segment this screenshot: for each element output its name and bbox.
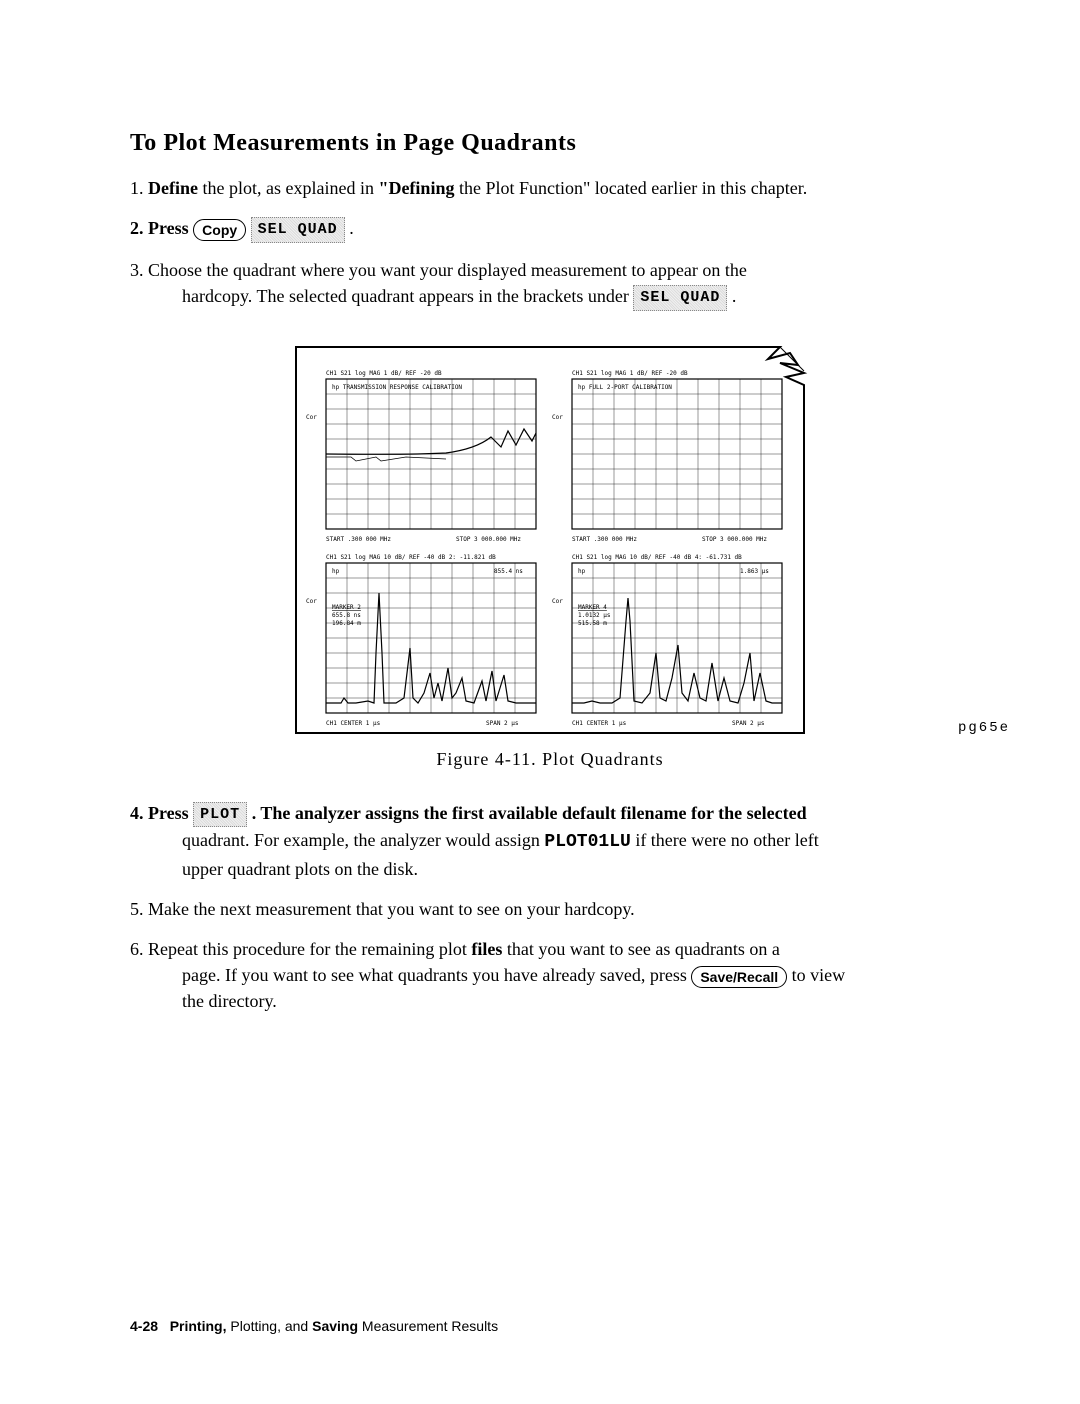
step-1: 1. Define the plot, as explained in "Def… (130, 175, 970, 201)
svg-text:STOP 3 000.000 MHz: STOP 3 000.000 MHz (456, 536, 521, 543)
step-text: the directory. (156, 988, 970, 1014)
step-num: 5. (130, 899, 148, 919)
svg-text:Cor: Cor (306, 598, 317, 605)
footer-text: Plotting, and (226, 1318, 312, 1334)
step-4: 4. Press PLOT . The analyzer assigns the… (130, 800, 970, 882)
svg-text:MARKER 2: MARKER 2 (332, 604, 361, 611)
figure-caption: Figure 4-11. Plot Quadrants (130, 749, 970, 770)
svg-text:855.4 ns: 855.4 ns (494, 568, 523, 575)
procedure-list-cont: 4. Press PLOT . The analyzer assigns the… (130, 800, 970, 1014)
step-text: quadrant. For example, the analyzer woul… (182, 830, 544, 850)
svg-text:CH1 CENTER 1 μs: CH1 CENTER 1 μs (326, 720, 381, 727)
step-text: hardcopy. The selected quadrant appears … (182, 286, 633, 306)
footer-text: Printing, (170, 1318, 227, 1334)
step-num: 6. (130, 939, 148, 959)
page-heading: To Plot Measurements in Page Quadrants (130, 130, 970, 157)
step-text: . (727, 286, 736, 306)
svg-text:MARKER 4: MARKER 4 (578, 604, 607, 611)
step-text: to view (787, 965, 845, 985)
footer-text: Saving (312, 1318, 358, 1334)
step-text: if there were no other left (631, 830, 819, 850)
svg-text:Cor: Cor (552, 598, 563, 605)
svg-text:1.0132 μs: 1.0132 μs (578, 612, 611, 619)
sel-quad-softkey: SEL QUAD (251, 217, 345, 243)
step-text: . The analyzer assigns the first availab… (247, 803, 806, 823)
svg-text:655.8 ns: 655.8 ns (332, 612, 361, 619)
step-text: the Plot Function" located earlier in th… (454, 178, 807, 198)
step-2: 2. Press Copy SEL QUAD . (130, 215, 970, 243)
step-text: "Defining (378, 178, 454, 198)
svg-text:CH1 S21 log MAG 1 dB/ R: CH1 S21 log MAG 1 dB/ REF -20 dB (572, 370, 688, 377)
step-6: 6. Repeat this procedure for the remaini… (130, 936, 970, 1014)
svg-text:hp: hp (332, 568, 340, 575)
heading-rest: Plot Measurements in Page Quadrants (157, 130, 577, 156)
figure-id: pg65e (958, 720, 1010, 736)
step-text: the plot, as explained in (198, 178, 378, 198)
step-text: Press (148, 218, 193, 238)
svg-text:hp: hp (578, 568, 586, 575)
procedure-list: 1. Define the plot, as explained in "Def… (130, 175, 970, 311)
footer-text: Measurement Results (358, 1318, 498, 1334)
heading-prefix: To (130, 130, 157, 156)
step-text: upper quadrant plots on the disk. (156, 856, 970, 882)
step-num: 4. (130, 803, 148, 823)
step-text: files (471, 939, 502, 959)
svg-text:CH1 S21 log MAG 1 dB/ R: CH1 S21 log MAG 1 dB/ REF -20 dB (326, 370, 442, 377)
step-text: Make the next measurement that you want … (148, 899, 635, 919)
svg-text:1.863 μs: 1.863 μs (740, 568, 769, 575)
svg-text:CH1 CENTER 1 μs: CH1 CENTER 1 μs (572, 720, 627, 727)
svg-text:CH1 S21 log MAG 10 dB/ RE: CH1 S21 log MAG 10 dB/ REF -40 dB 4: -61… (572, 554, 742, 561)
sel-quad-softkey: SEL QUAD (633, 285, 727, 311)
page-footer: 4-28 Printing, Plotting, and Saving Meas… (130, 1318, 498, 1334)
plot-softkey: PLOT (193, 802, 247, 828)
step-num: 2. (130, 218, 148, 238)
step-text: . (345, 218, 354, 238)
step-text: that you want to see as quadrants on a (502, 939, 779, 959)
save-recall-key-icon: Save/Recall (691, 966, 787, 988)
svg-text:CH1 S21 log MAG 10 dB/ RE: CH1 S21 log MAG 10 dB/ REF -40 dB 2: -11… (326, 554, 496, 561)
svg-text:START .300 000 MHz: START .300 000 MHz (326, 536, 391, 543)
step-3: 3. Choose the quadrant where you want yo… (130, 257, 970, 311)
svg-text:Cor: Cor (306, 414, 317, 421)
svg-text:515.58 m: 515.58 m (578, 620, 607, 627)
plot-quadrants-diagram: CH1 S21 log MAG 1 dB/ REF -20 dB hp TRAN… (290, 341, 810, 741)
filename-text: PLOT01LU (544, 832, 630, 852)
svg-text:SPAN 2 μs: SPAN 2 μs (732, 720, 765, 727)
svg-text:196.84 m: 196.84 m (332, 620, 361, 627)
page-number: 4-28 (130, 1318, 158, 1334)
step-text: Press (148, 803, 193, 823)
step-text: Define (148, 178, 198, 198)
step-num: 1. (130, 178, 148, 198)
svg-text:SPAN 2 μs: SPAN 2 μs (486, 720, 519, 727)
svg-text:Cor: Cor (552, 414, 563, 421)
step-text: Repeat this procedure for the remaining … (148, 939, 471, 959)
step-num: 3. (130, 260, 148, 280)
copy-key-icon: Copy (193, 219, 246, 241)
svg-text:hp TRANSMISSION RESPONSE CALI: hp TRANSMISSION RESPONSE CALIBRATION (332, 384, 462, 391)
svg-text:hp FULL 2-PORT CALIBRATION: hp FULL 2-PORT CALIBRATION (578, 384, 672, 391)
step-5: 5. Make the next measurement that you wa… (130, 896, 970, 922)
figure-4-11: CH1 S21 log MAG 1 dB/ REF -20 dB hp TRAN… (130, 341, 970, 770)
step-text: Choose the quadrant where you want your … (148, 260, 747, 280)
svg-text:STOP 3 000.000 MHz: STOP 3 000.000 MHz (702, 536, 767, 543)
step-text: page. If you want to see what quadrants … (182, 965, 691, 985)
svg-text:START .300 000 MHz: START .300 000 MHz (572, 536, 637, 543)
